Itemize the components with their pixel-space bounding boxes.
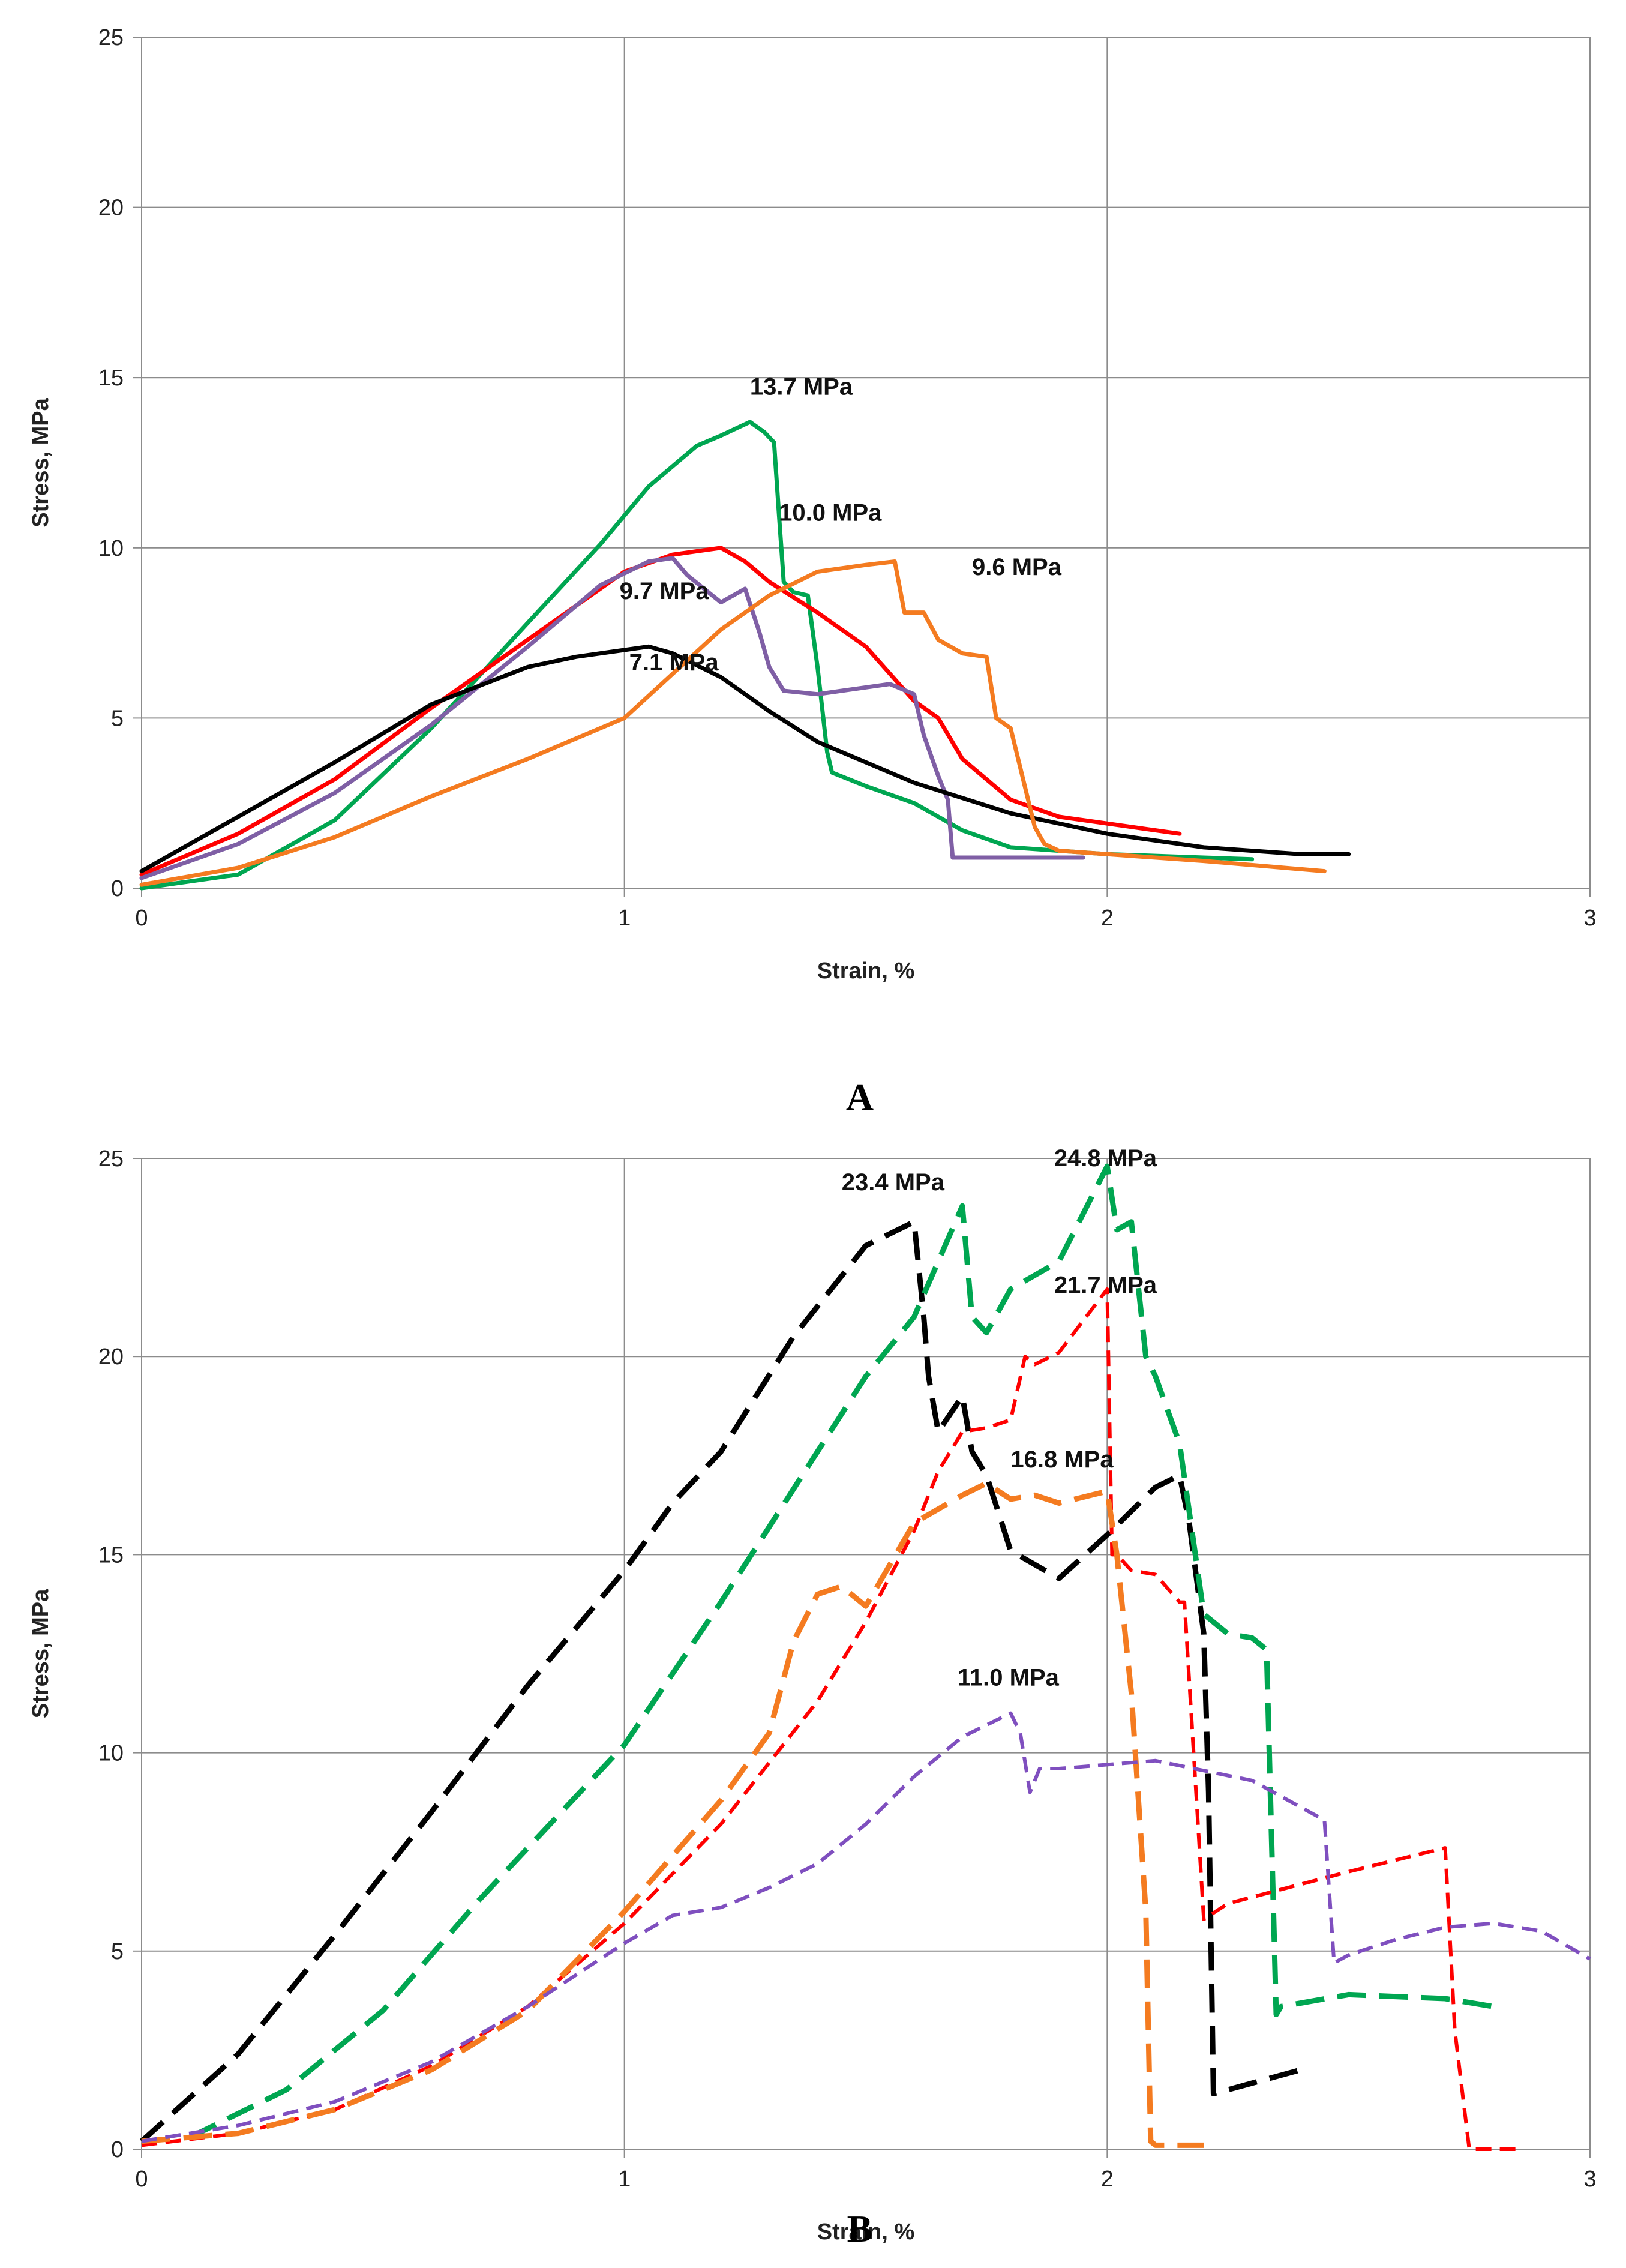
series-line-3 [139, 556, 1085, 880]
panel-label: A [846, 1076, 874, 1119]
series-line-1 [139, 420, 1255, 891]
peak-annotation: 9.7 MPa [620, 578, 710, 604]
y-tick-label: 10 [98, 1741, 124, 1766]
x-tick-label: 3 [1583, 2167, 1596, 2192]
y-tick-label: 15 [98, 365, 124, 391]
y-tick-label: 25 [98, 1146, 124, 1172]
x-tick-label: 1 [618, 2167, 631, 2192]
x-tick-label: 0 [135, 2167, 148, 2192]
y-axis-label: Stress, MPa [28, 1589, 53, 1718]
peak-annotation: 10.0 MPa [779, 499, 882, 526]
peak-annotation: 9.6 MPa [972, 554, 1062, 580]
x-tick-label: 3 [1583, 906, 1596, 931]
chart-panel-a: 0 5 10 15 20 25 0 1 2 3 13.7 MPa 10.0 MPa 9.6 MPa 9.7… [28, 25, 1597, 1119]
series-line-5 [141, 1711, 1591, 2143]
series-line-3 [141, 1287, 1518, 2151]
y-tick-label: 0 [111, 2137, 124, 2162]
y-tick-label: 0 [111, 876, 124, 901]
peak-annotation: 24.8 MPa [1054, 1145, 1157, 1172]
series-line-4 [141, 1481, 1204, 2148]
y-tick-label: 10 [98, 536, 124, 561]
y-tick-label: 20 [98, 1344, 124, 1370]
y-tick-label: 5 [111, 1939, 124, 1964]
series-line-2 [139, 546, 1182, 877]
panel-label: B [847, 2207, 873, 2250]
x-axis-label: Strain, % [817, 958, 915, 984]
peak-annotation: 23.4 MPa [842, 1169, 945, 1196]
series-line-2 [188, 1163, 1494, 2140]
y-axis-label: Stress, MPa [28, 397, 53, 527]
x-tick-label: 0 [135, 906, 148, 931]
y-tick-label: 5 [111, 706, 124, 731]
peak-annotation: 16.8 MPa [1010, 1446, 1114, 1473]
x-tick-label: 2 [1101, 906, 1114, 931]
peak-annotation: 11.0 MPa [958, 1664, 1060, 1691]
y-tick-label: 15 [98, 1542, 124, 1568]
series-line-5 [139, 559, 1327, 887]
chart-panel-b: 0 5 10 15 20 25 0 1 2 3 23.4 MPa 24.8 MPa 21.7 MPa 16… [28, 1145, 1597, 2250]
peak-annotation: 13.7 MPa [750, 374, 853, 400]
peak-annotation: 7.1 MPa [629, 649, 719, 676]
series-line-4 [139, 644, 1351, 874]
plot-area [141, 1158, 1591, 2150]
y-tick-label: 25 [98, 25, 124, 50]
x-tick-label: 1 [618, 906, 631, 931]
peak-annotation: 21.7 MPa [1054, 1272, 1157, 1299]
y-tick-label: 20 [98, 196, 124, 221]
x-axis-label: Strain, % [817, 2219, 915, 2245]
plot-area [141, 37, 1591, 889]
x-tick-label: 2 [1101, 2167, 1114, 2192]
